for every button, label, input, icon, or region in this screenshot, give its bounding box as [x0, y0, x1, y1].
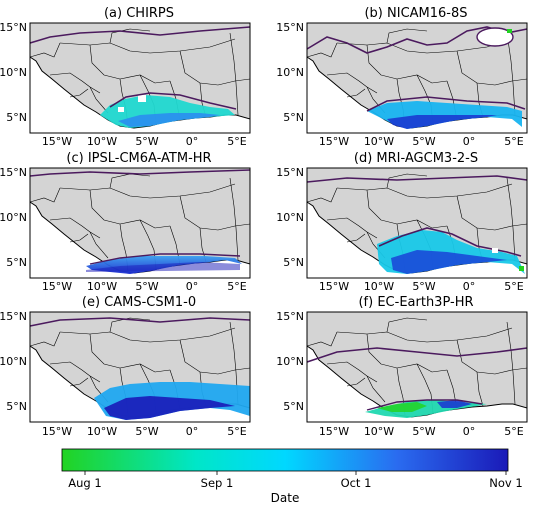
panel-e	[29, 311, 251, 423]
panel-f-title: (f) EC-Earth3P-HR	[358, 295, 473, 310]
x-tick-5E-b: 5°E	[504, 135, 523, 148]
x-tick-0-e: 0°	[186, 425, 199, 438]
colorbar-gradient	[61, 448, 509, 472]
colorbar-tick-aug1: Aug 1	[68, 476, 101, 490]
panel-a-title: (a) CHIRPS	[104, 6, 174, 21]
panel-c	[29, 167, 251, 279]
x-tick-10W-f: 10°W	[364, 425, 394, 438]
y-tick-15N-a: 15°N	[0, 21, 27, 34]
x-tick-10W-a: 10°W	[87, 135, 117, 148]
x-tick-15W-f: 15°W	[319, 425, 349, 438]
x-tick-15W-c: 15°W	[42, 280, 72, 293]
colorbar-label: Date	[271, 491, 300, 505]
y-tick-5N-b: 5°N	[283, 111, 304, 124]
x-tick-5W-a: 5°W	[135, 135, 158, 148]
y-tick-5N-a: 5°N	[6, 111, 27, 124]
panel-c-title: (c) IPSL-CM6A-ATM-HR	[66, 151, 211, 166]
y-tick-15N-f: 15°N	[276, 310, 304, 323]
x-tick-10W-d: 10°W	[364, 280, 394, 293]
y-tick-5N-f: 5°N	[283, 400, 304, 413]
colorbar-tick-nov1: Nov 1	[489, 476, 522, 490]
x-tick-5W-d: 5°W	[412, 280, 435, 293]
y-tick-5N-c: 5°N	[6, 256, 27, 269]
x-tick-15W-d: 15°W	[319, 280, 349, 293]
colorbar: Aug 1 Sep 1 Oct 1 Nov 1 Date	[61, 448, 523, 505]
x-tick-5E-e: 5°E	[227, 425, 246, 438]
panel-b-title: (b) NICAM16-8S	[364, 6, 467, 21]
colorbar-tick-oct1: Oct 1	[341, 476, 372, 490]
x-tick-0-a: 0°	[186, 135, 199, 148]
x-tick-5E-d: 5°E	[504, 280, 523, 293]
x-tick-5W-c: 5°W	[135, 280, 158, 293]
y-axis-labels: 15°N 10°N 5°N 15°N 10°N 5°N 15°N 10°N 5°…	[0, 21, 304, 413]
x-tick-5W-b: 5°W	[412, 135, 435, 148]
y-tick-5N-d: 5°N	[283, 256, 304, 269]
x-tick-0-d: 0°	[463, 280, 476, 293]
x-tick-5W-e: 5°W	[135, 425, 158, 438]
x-axis-labels: 15°W 10°W 5°W 0° 5°E 15°W 10°W 5°W 0° 5°…	[42, 135, 524, 438]
y-tick-10N-e: 10°N	[0, 355, 27, 368]
panel-e-title: (e) CAMS-CSM1-0	[82, 295, 196, 310]
y-tick-5N-e: 5°N	[6, 400, 27, 413]
x-tick-0-f: 0°	[463, 425, 476, 438]
y-tick-10N-a: 10°N	[0, 66, 27, 79]
x-tick-10W-c: 10°W	[87, 280, 117, 293]
x-tick-0-c: 0°	[186, 280, 199, 293]
x-tick-5W-f: 5°W	[412, 425, 435, 438]
y-tick-15N-b: 15°N	[276, 21, 304, 34]
y-tick-15N-d: 15°N	[276, 166, 304, 179]
panel-d-title: (d) MRI-AGCM3-2-S	[354, 151, 478, 166]
x-tick-5E-a: 5°E	[227, 135, 246, 148]
x-tick-10W-b: 10°W	[364, 135, 394, 148]
x-tick-15W-e: 15°W	[42, 425, 72, 438]
y-tick-15N-e: 15°N	[0, 310, 27, 323]
panel-a	[29, 22, 251, 134]
x-tick-0-b: 0°	[463, 135, 476, 148]
colorbar-tick-sep1: Sep 1	[201, 476, 234, 490]
y-tick-10N-d: 10°N	[276, 211, 304, 224]
x-tick-15W-b: 15°W	[319, 135, 349, 148]
y-tick-10N-c: 10°N	[0, 211, 27, 224]
y-tick-15N-c: 15°N	[0, 166, 27, 179]
y-tick-10N-b: 10°N	[276, 66, 304, 79]
y-tick-10N-f: 10°N	[276, 355, 304, 368]
x-tick-15W-a: 15°W	[42, 135, 72, 148]
panel-b	[306, 22, 528, 134]
x-tick-5E-f: 5°E	[504, 425, 523, 438]
x-tick-10W-e: 10°W	[87, 425, 117, 438]
x-tick-5E-c: 5°E	[227, 280, 246, 293]
panel-d	[306, 167, 528, 279]
panel-f	[306, 311, 528, 423]
